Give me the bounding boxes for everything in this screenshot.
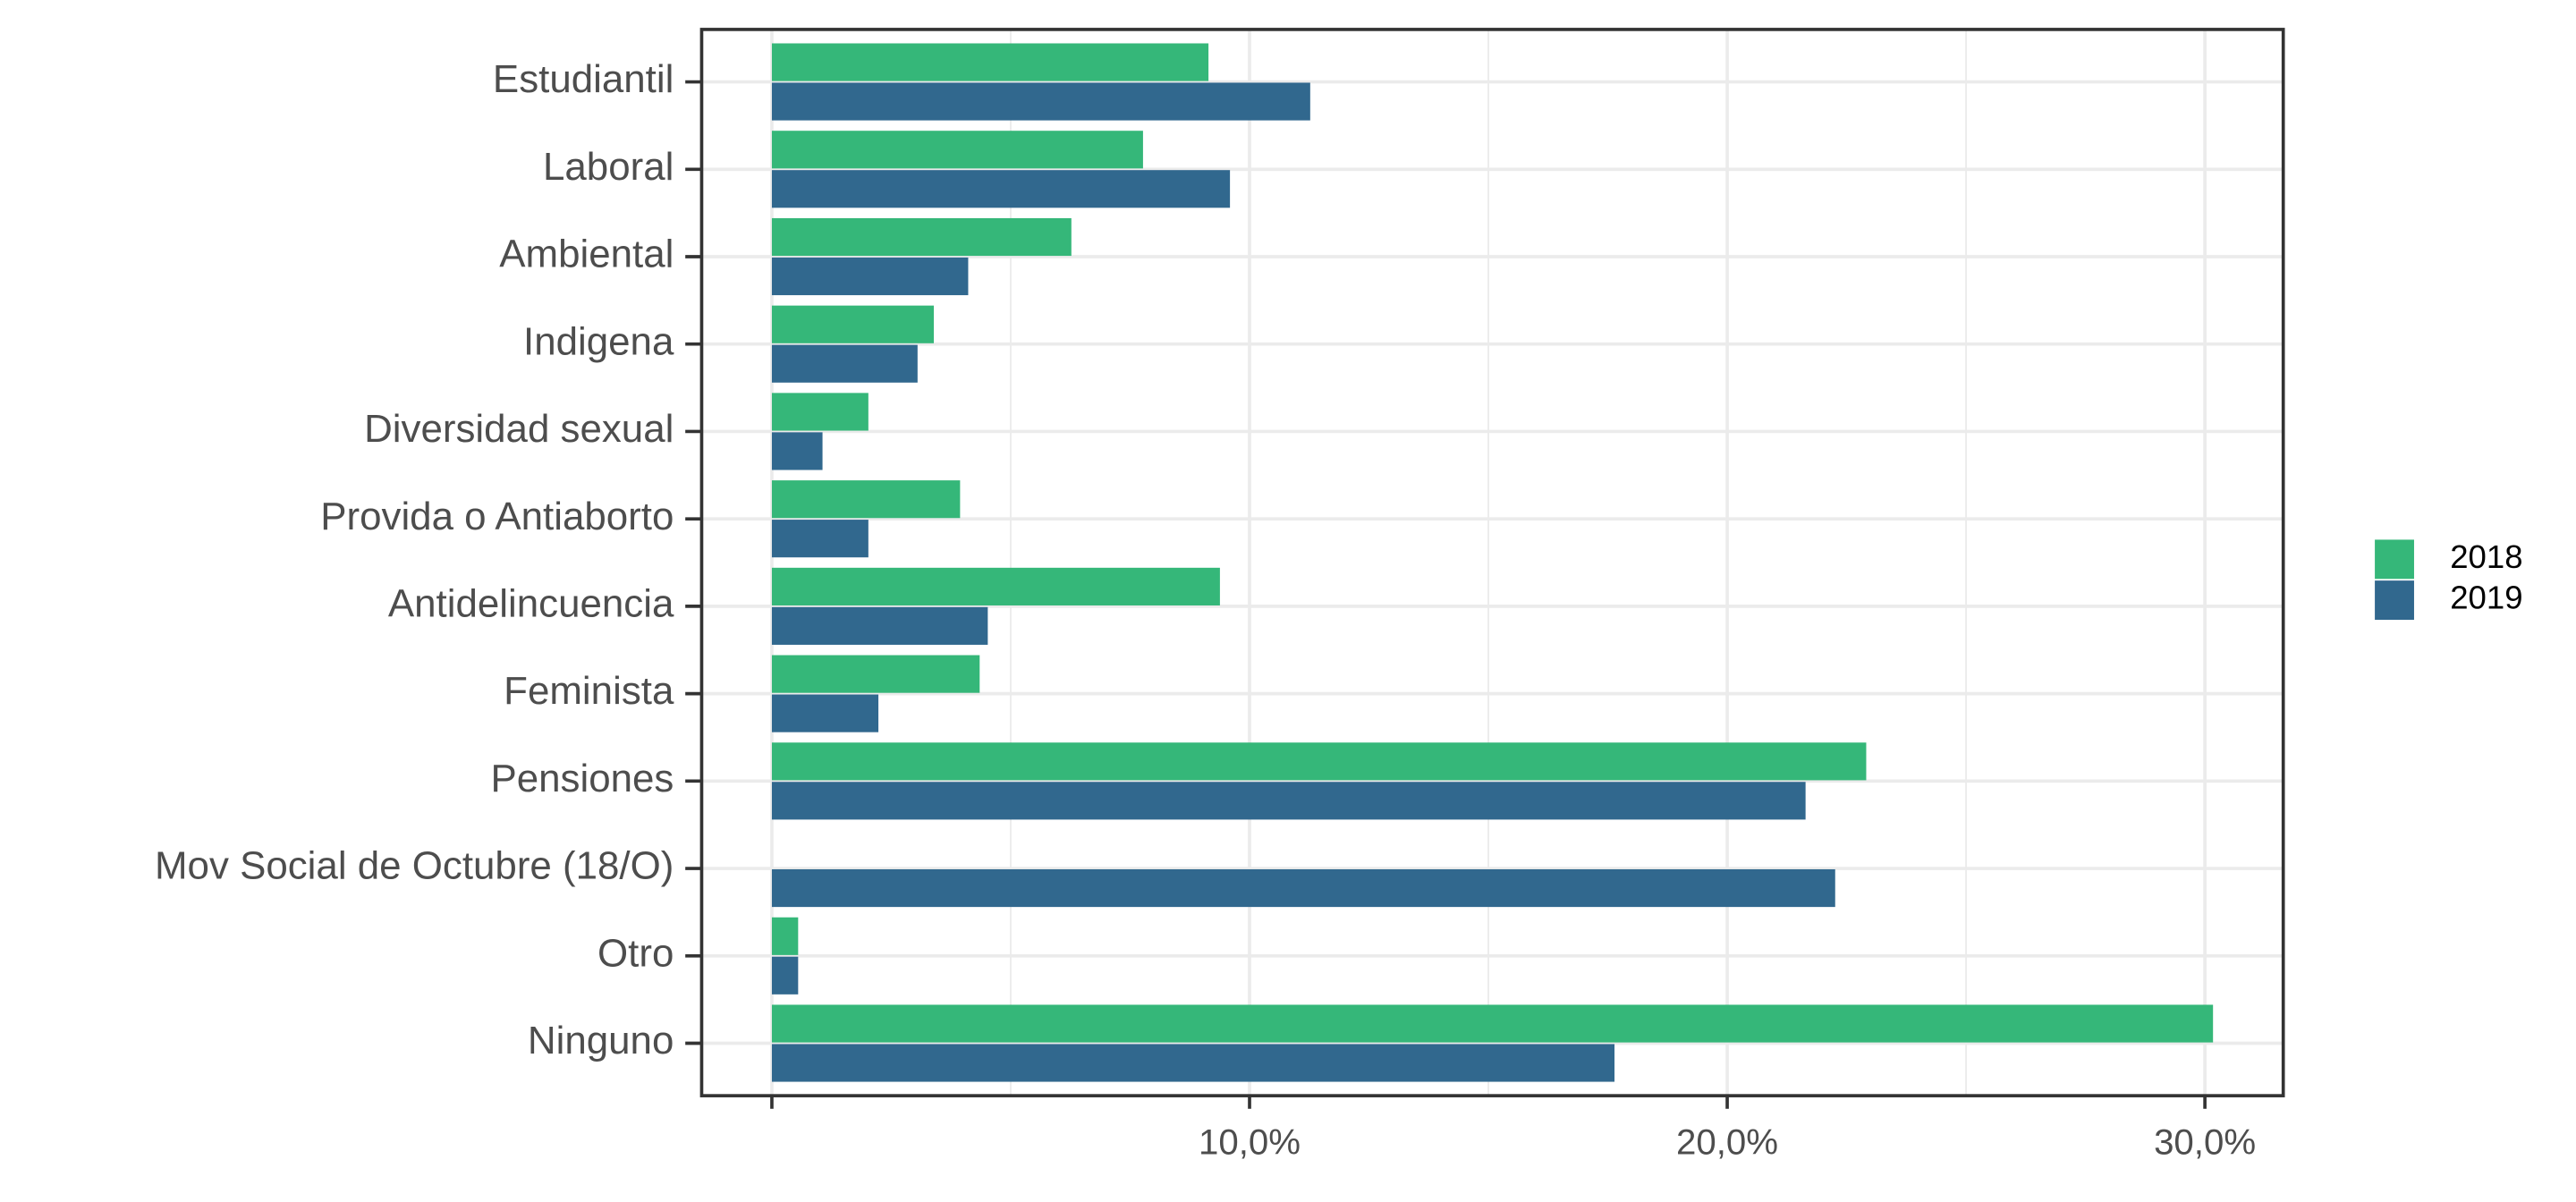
y-tick-label: Provida o Antiaborto: [320, 495, 674, 538]
bar: [771, 217, 1072, 257]
bar: [771, 655, 980, 693]
bar: [771, 868, 1835, 908]
bar: [771, 782, 1806, 820]
y-tick-label: Antidelincuencia: [388, 581, 674, 625]
bar: [771, 305, 935, 343]
y-tick-label: Ambiental: [499, 233, 674, 276]
bar: [771, 257, 969, 296]
x-tick-label: 20,0%: [1676, 1122, 1778, 1163]
y-tick-label: Indigena: [523, 319, 674, 363]
bar: [771, 432, 823, 470]
bar: [771, 82, 1310, 121]
bar: [771, 393, 869, 431]
bar: [771, 694, 879, 732]
legend-label: 2018: [2450, 538, 2522, 575]
x-tick-label: 30,0%: [2154, 1122, 2256, 1163]
bar: [771, 131, 1143, 169]
bar: [771, 1004, 2214, 1043]
bar: [771, 520, 869, 558]
bar: [771, 567, 1220, 605]
bar: [771, 606, 988, 645]
y-tick-label: Otro: [597, 931, 674, 975]
bar: [771, 480, 961, 519]
legend-key: [2375, 539, 2414, 580]
panel-border: [699, 28, 2285, 1097]
y-tick-label: Ninguno: [528, 1019, 674, 1062]
bar: [771, 170, 1231, 208]
bar: [771, 1044, 1615, 1082]
y-tick-label: Estudiantil: [493, 57, 674, 101]
bar: [771, 344, 918, 383]
bar: [771, 917, 799, 955]
bar: [771, 956, 799, 995]
legend-key: [2375, 580, 2414, 621]
x-tick-label: 10,0%: [1199, 1122, 1301, 1163]
bar: [771, 43, 1209, 81]
y-tick-label: Laboral: [543, 145, 674, 189]
y-tick-label: Pensiones: [490, 757, 674, 800]
legend-label: 2019: [2450, 580, 2522, 616]
y-tick-label: Mov Social de Octubre (18/O): [155, 844, 674, 888]
bar: [771, 742, 1867, 781]
y-tick-label: Feminista: [504, 669, 674, 713]
y-tick-label: Diversidad sexual: [364, 407, 674, 451]
